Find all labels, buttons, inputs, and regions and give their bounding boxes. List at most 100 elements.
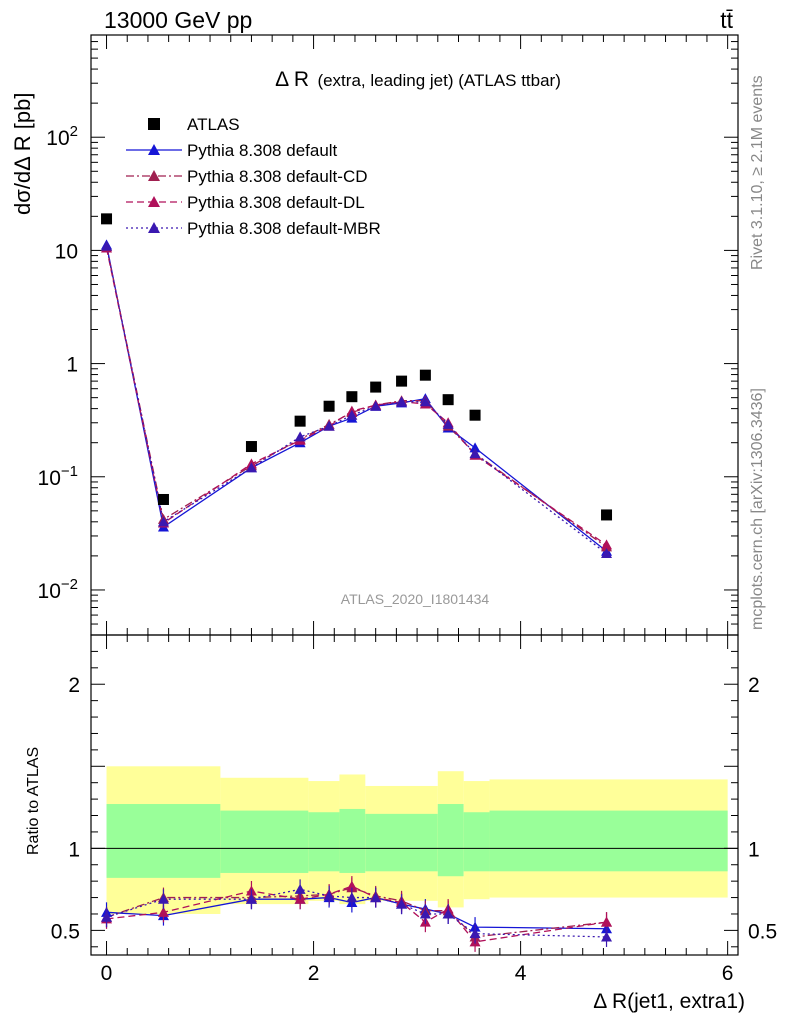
ratio-point-s3-5 bbox=[346, 892, 358, 903]
main-point-s0-1 bbox=[157, 493, 169, 505]
side-label-bottom: mcplots.cern.ch [arXiv:1306.3436] bbox=[749, 388, 766, 630]
legend-marker-3 bbox=[148, 196, 160, 207]
ratio-point-s2-1 bbox=[157, 906, 169, 917]
main-point-s0-4 bbox=[323, 400, 335, 412]
main-point-s0-3 bbox=[294, 415, 306, 427]
legend-marker-0 bbox=[148, 118, 160, 130]
ratio-point-s3-1 bbox=[157, 893, 169, 904]
main-point-s4-10 bbox=[469, 448, 481, 459]
y-tick-exponent: −1 bbox=[61, 463, 78, 480]
legend-label-1: Pythia 8.308 default bbox=[187, 141, 338, 160]
y-tick-base: 10 bbox=[38, 467, 61, 490]
y-tick-label-ratio-right: 0.5 bbox=[748, 920, 777, 943]
main-point-s4-6 bbox=[370, 400, 382, 411]
main-point-s4-1 bbox=[157, 516, 169, 527]
main-point-s0-0 bbox=[101, 213, 113, 225]
ratio-point-s3-10 bbox=[469, 928, 481, 939]
band-inner-4 bbox=[365, 813, 438, 872]
ratio-y-axis-label: Ratio to ATLAS bbox=[25, 747, 42, 855]
ratio-panel-frame bbox=[90, 634, 739, 956]
ratio-point-s3-4 bbox=[323, 890, 335, 901]
chart-title-main: Δ R bbox=[275, 68, 309, 91]
y-tick-label-main: 102 bbox=[46, 123, 78, 150]
main-point-s4-0 bbox=[101, 240, 113, 251]
y-tick-label-main: 10−2 bbox=[38, 576, 78, 603]
legend-marker-2 bbox=[148, 170, 160, 181]
y-tick-label-ratio-right: 2 bbox=[748, 674, 760, 697]
ratio-point-s3-3 bbox=[294, 883, 306, 894]
main-point-s0-9 bbox=[442, 394, 454, 406]
legend-marker-4 bbox=[148, 222, 160, 233]
ratio-point-s3-0 bbox=[101, 911, 113, 922]
uncertainty-bands bbox=[91, 766, 738, 914]
legend-label-0: ATLAS bbox=[187, 115, 240, 134]
band-inner-5 bbox=[437, 804, 464, 877]
y-tick-base: 10 bbox=[55, 240, 78, 263]
main-point-s0-10 bbox=[469, 409, 481, 421]
band-inner-7 bbox=[489, 810, 728, 872]
data-points bbox=[101, 213, 613, 952]
y-tick-label-ratio: 1 bbox=[68, 838, 80, 861]
chart-title-sub: (extra, leading jet) (ATLAS ttbar) bbox=[317, 71, 560, 90]
x-tick-label: 6 bbox=[722, 962, 734, 985]
main-point-s1-10 bbox=[469, 442, 481, 453]
main-series-line-4 bbox=[105, 246, 607, 555]
band-inner-2 bbox=[308, 812, 340, 872]
ratio-point-s3-6 bbox=[370, 892, 382, 903]
y-tick-base: 10 bbox=[46, 127, 69, 150]
main-point-s4-7 bbox=[396, 396, 408, 407]
y-tick-label-ratio: 0.5 bbox=[51, 920, 80, 943]
y-tick-exponent: −2 bbox=[61, 576, 78, 593]
y-tick-base: 10 bbox=[38, 580, 61, 603]
energy-label: 13000 GeV pp bbox=[104, 7, 252, 33]
chart-title: Δ R (extra, leading jet) (ATLAS ttbar) bbox=[275, 68, 561, 91]
y-tick-label-main: 10−1 bbox=[38, 463, 78, 490]
legend-label-2: Pythia 8.308 default-CD bbox=[187, 167, 368, 186]
legend-label-3: Pythia 8.308 default-DL bbox=[187, 193, 365, 212]
band-inner-6 bbox=[463, 812, 490, 872]
y-tick-label-main: 10 bbox=[55, 240, 78, 263]
y-tick-base: 1 bbox=[66, 354, 78, 377]
ratio-point-s3-7 bbox=[396, 898, 408, 909]
x-tick-label: 4 bbox=[515, 962, 527, 985]
legend: ATLAS Pythia 8.308 default Pythia 8.308 de… bbox=[126, 115, 381, 238]
band-inner-3 bbox=[339, 808, 366, 873]
main-point-s4-9 bbox=[442, 418, 454, 429]
ratio-point-s2-5 bbox=[346, 880, 358, 891]
x-tick-label: 2 bbox=[308, 962, 320, 985]
main-point-s4-4 bbox=[323, 420, 335, 431]
y-tick-label-ratio: 2 bbox=[68, 674, 80, 697]
process-label: tt̄ bbox=[720, 7, 733, 33]
main-point-s0-8 bbox=[419, 369, 431, 381]
band-inner-0 bbox=[106, 804, 221, 878]
y-tick-exponent: 2 bbox=[70, 123, 78, 140]
ratio-point-s3-11 bbox=[601, 931, 613, 942]
y-tick-label-main: 1 bbox=[66, 354, 78, 377]
main-point-s3-11 bbox=[601, 539, 613, 550]
ratio-point-s3-2 bbox=[245, 893, 257, 904]
main-point-s0-7 bbox=[396, 375, 408, 387]
ratio-point-s3-8 bbox=[419, 908, 431, 919]
main-point-s4-2 bbox=[245, 462, 257, 473]
ratio-series-line-3 bbox=[106, 888, 607, 938]
legend-marker-1 bbox=[148, 144, 160, 155]
main-point-s0-2 bbox=[245, 441, 257, 453]
main-point-s0-6 bbox=[370, 381, 382, 393]
y-tick-label-ratio-right: 1 bbox=[748, 838, 760, 861]
ratio-series-line-0 bbox=[106, 896, 607, 930]
ratio-point-s2-11 bbox=[601, 916, 613, 927]
side-label-top: Rivet 3.1.10, ≥ 2.1M events bbox=[749, 75, 766, 270]
legend-label-4: Pythia 8.308 default-MBR bbox=[187, 219, 381, 238]
watermark: ATLAS_2020_I1801434 bbox=[341, 591, 490, 607]
main-point-s4-11 bbox=[601, 547, 613, 558]
main-y-axis-label: dσ/dΔ R [pb] bbox=[10, 93, 35, 215]
main-point-s4-8 bbox=[419, 396, 431, 407]
x-tick-label: 0 bbox=[101, 962, 113, 985]
main-point-s4-3 bbox=[294, 431, 306, 442]
main-point-s4-5 bbox=[346, 409, 358, 420]
main-point-s0-5 bbox=[346, 391, 358, 403]
band-inner-1 bbox=[220, 810, 309, 873]
x-axis-label: Δ R(jet1, extra1) bbox=[593, 990, 745, 1013]
